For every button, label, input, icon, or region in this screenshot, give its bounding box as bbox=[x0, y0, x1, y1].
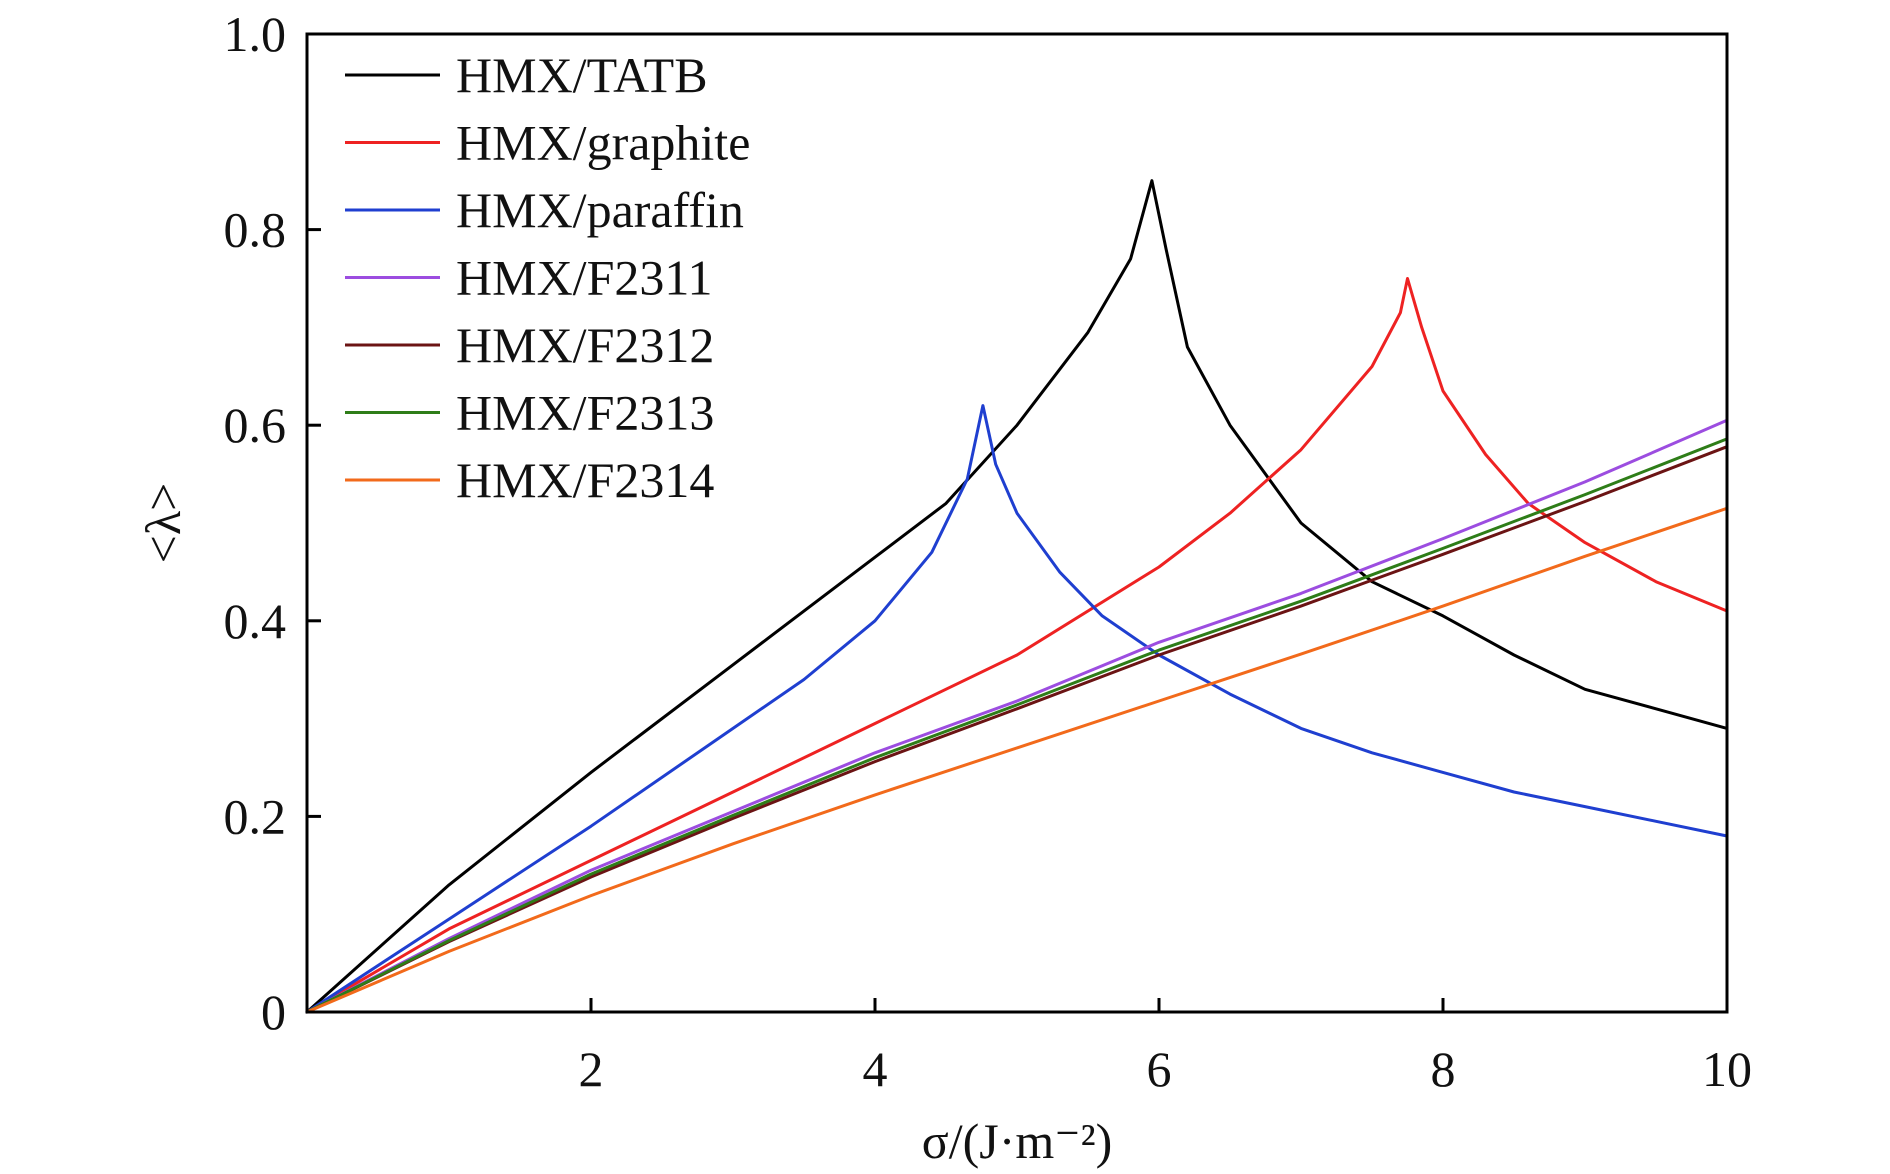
legend-label-2: HMX/graphite bbox=[456, 115, 750, 171]
x-tick-label: 4 bbox=[863, 1041, 888, 1097]
series-layer bbox=[305, 179, 1729, 1014]
legend-label-5: HMX/F2312 bbox=[456, 317, 714, 373]
y-tick-label: 0.4 bbox=[224, 593, 287, 649]
series-line-7 bbox=[305, 506, 1729, 1014]
y-tick-label: 0.2 bbox=[224, 788, 287, 844]
x-tick-label: 8 bbox=[1431, 1041, 1456, 1097]
legend-label-3: HMX/paraffin bbox=[456, 182, 744, 238]
x-tick-label: 2 bbox=[579, 1041, 604, 1097]
legend-label-6: HMX/F2313 bbox=[456, 385, 714, 441]
series-line-4 bbox=[305, 418, 1729, 1014]
x-axis-label: σ/(J·m⁻²) bbox=[922, 1113, 1113, 1169]
x-tick-label: 6 bbox=[1147, 1041, 1172, 1097]
series-line-1 bbox=[305, 179, 1729, 1014]
legend-label-1: HMX/TATB bbox=[456, 47, 708, 103]
legend: HMX/TATB HMX/graphite HMX/paraffin HMX/F231… bbox=[345, 47, 750, 508]
series-line-5 bbox=[305, 445, 1729, 1014]
legend-label-7: HMX/F2314 bbox=[456, 452, 714, 508]
series-line-6 bbox=[305, 437, 1729, 1014]
x-tick-label: 10 bbox=[1702, 1041, 1752, 1097]
tick-layer: 2 4 6 8 10 0 0.2 0.4 0.6 0.8 1.0 bbox=[224, 6, 1753, 1097]
y-tick-label: 0.8 bbox=[224, 202, 287, 258]
legend-label-4: HMX/F2311 bbox=[456, 250, 713, 306]
y-axis-label: <λ> bbox=[135, 483, 191, 564]
series-line-3 bbox=[305, 404, 1729, 1014]
y-tick-label: 0.6 bbox=[224, 397, 287, 453]
y-tick-label: 0 bbox=[261, 984, 286, 1040]
y-tick-label: 1.0 bbox=[224, 6, 287, 62]
plot-frame bbox=[305, 32, 1729, 1014]
